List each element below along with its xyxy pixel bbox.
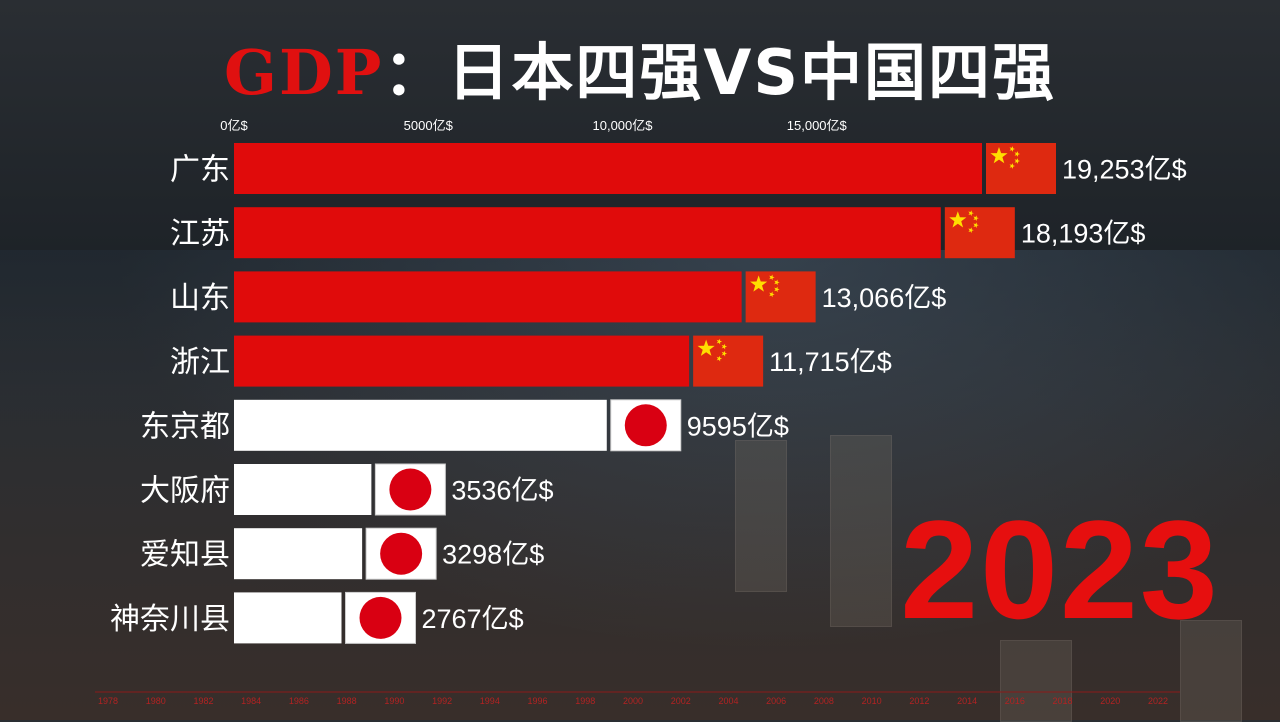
value-label: 18,193亿$	[1021, 219, 1146, 249]
value-label: 19,253亿$	[1062, 155, 1187, 185]
timeline-year-label: 2006	[766, 696, 786, 706]
flag-sun-icon	[359, 596, 402, 639]
flag-star-icon	[949, 211, 967, 228]
background-building	[1000, 640, 1072, 722]
timeline-year-label: 2004	[718, 696, 738, 706]
flag-star-icon	[716, 355, 723, 362]
timeline-year-label: 1984	[241, 696, 261, 706]
timeline-year-label: 1980	[146, 696, 166, 706]
timeline-year-label: 2022	[1148, 696, 1168, 706]
x-tick-label: 10,000亿$	[593, 118, 654, 133]
flag-sun-icon	[389, 468, 432, 511]
timeline-year-label: 2020	[1100, 696, 1120, 706]
bar-china	[234, 335, 690, 387]
flag-star-icon	[721, 350, 728, 357]
category-label: 浙江	[170, 345, 230, 380]
value-label: 2767亿$	[422, 604, 524, 634]
flag-star-icon	[716, 338, 723, 345]
x-tick-label: 5000亿$	[404, 118, 454, 133]
background-building	[1180, 620, 1242, 722]
china-flag-icon	[693, 335, 764, 387]
flag-star-icon	[1009, 146, 1015, 152]
flag-sun-icon	[380, 532, 423, 575]
flag-star-icon	[697, 339, 715, 356]
flag-star-icon	[721, 343, 728, 350]
category-label: 广东	[170, 153, 230, 188]
category-label: 山东	[170, 281, 230, 316]
bar-china	[234, 271, 742, 323]
flag-star-icon	[774, 279, 780, 286]
timeline-year-label: 1982	[193, 696, 213, 706]
timeline-year-label: 1992	[432, 696, 452, 706]
value-label: 13,066亿$	[822, 283, 947, 313]
value-label: 3536亿$	[451, 476, 553, 506]
bar-china	[234, 143, 982, 194]
bar-japan	[234, 399, 607, 451]
timeline-year-label: 2012	[909, 696, 929, 706]
category-label: 神奈川县	[110, 602, 230, 637]
background-building	[735, 440, 787, 592]
year-display: 2023	[900, 491, 1220, 648]
background-building	[830, 435, 892, 627]
x-tick-label: 0亿$	[220, 118, 248, 133]
title-separator: ：	[383, 36, 448, 109]
category-label: 爱知县	[140, 538, 230, 573]
bar-china	[234, 207, 941, 259]
bar-japan	[234, 464, 372, 515]
china-flag-icon	[944, 207, 1015, 259]
timeline-year-label: 1998	[575, 696, 595, 706]
timeline-year-label: 2016	[1005, 696, 1025, 706]
flag-star-icon	[769, 274, 775, 281]
category-label: 大阪府	[140, 474, 230, 509]
timeline-year-label: 2018	[1053, 696, 1073, 706]
title-main: 日本四强VS中国四强	[447, 36, 1056, 109]
flag-star-icon	[973, 222, 979, 229]
flag-star-icon	[1014, 151, 1020, 157]
value-label: 11,715亿$	[769, 347, 892, 377]
flag-star-icon	[990, 147, 1008, 164]
timeline-year-label: 2014	[957, 696, 977, 706]
timeline-year-label: 1990	[384, 696, 404, 706]
timeline-year-label: 1996	[528, 696, 548, 706]
flag-star-icon	[1009, 163, 1015, 169]
flag-star-icon	[750, 275, 768, 292]
flag-star-icon	[973, 215, 979, 222]
timeline-year-label: 1994	[480, 696, 500, 706]
category-label: 江苏	[170, 217, 230, 252]
china-flag-icon	[745, 271, 816, 323]
timeline-year-label: 2002	[671, 696, 691, 706]
timeline-year-label: 1988	[337, 696, 357, 706]
timeline-year-label: 2000	[623, 696, 643, 706]
value-label: 9595亿$	[687, 411, 789, 441]
bar-japan	[234, 528, 363, 580]
china-flag-icon	[986, 143, 1056, 194]
background-city	[0, 250, 1280, 720]
timeline-year-label: 1986	[289, 696, 309, 706]
title-prefix: GDP	[224, 36, 384, 109]
flag-star-icon	[968, 210, 974, 217]
bar-japan	[234, 592, 342, 644]
timeline-year-label: 2010	[862, 696, 882, 706]
flag-star-icon	[774, 286, 780, 293]
timeline-year-label: 1978	[98, 696, 118, 706]
flag-star-icon	[769, 291, 775, 298]
timeline-year-label: 2008	[814, 696, 834, 706]
value-label: 3298亿$	[442, 540, 544, 570]
flag-star-icon	[1014, 158, 1020, 164]
chart-title: GDP：日本四强VS中国四强	[0, 22, 1280, 112]
flag-star-icon	[968, 227, 974, 234]
flag-sun-icon	[624, 404, 667, 447]
category-label: 东京都	[140, 409, 230, 444]
x-tick-label: 15,000亿$	[787, 118, 848, 133]
